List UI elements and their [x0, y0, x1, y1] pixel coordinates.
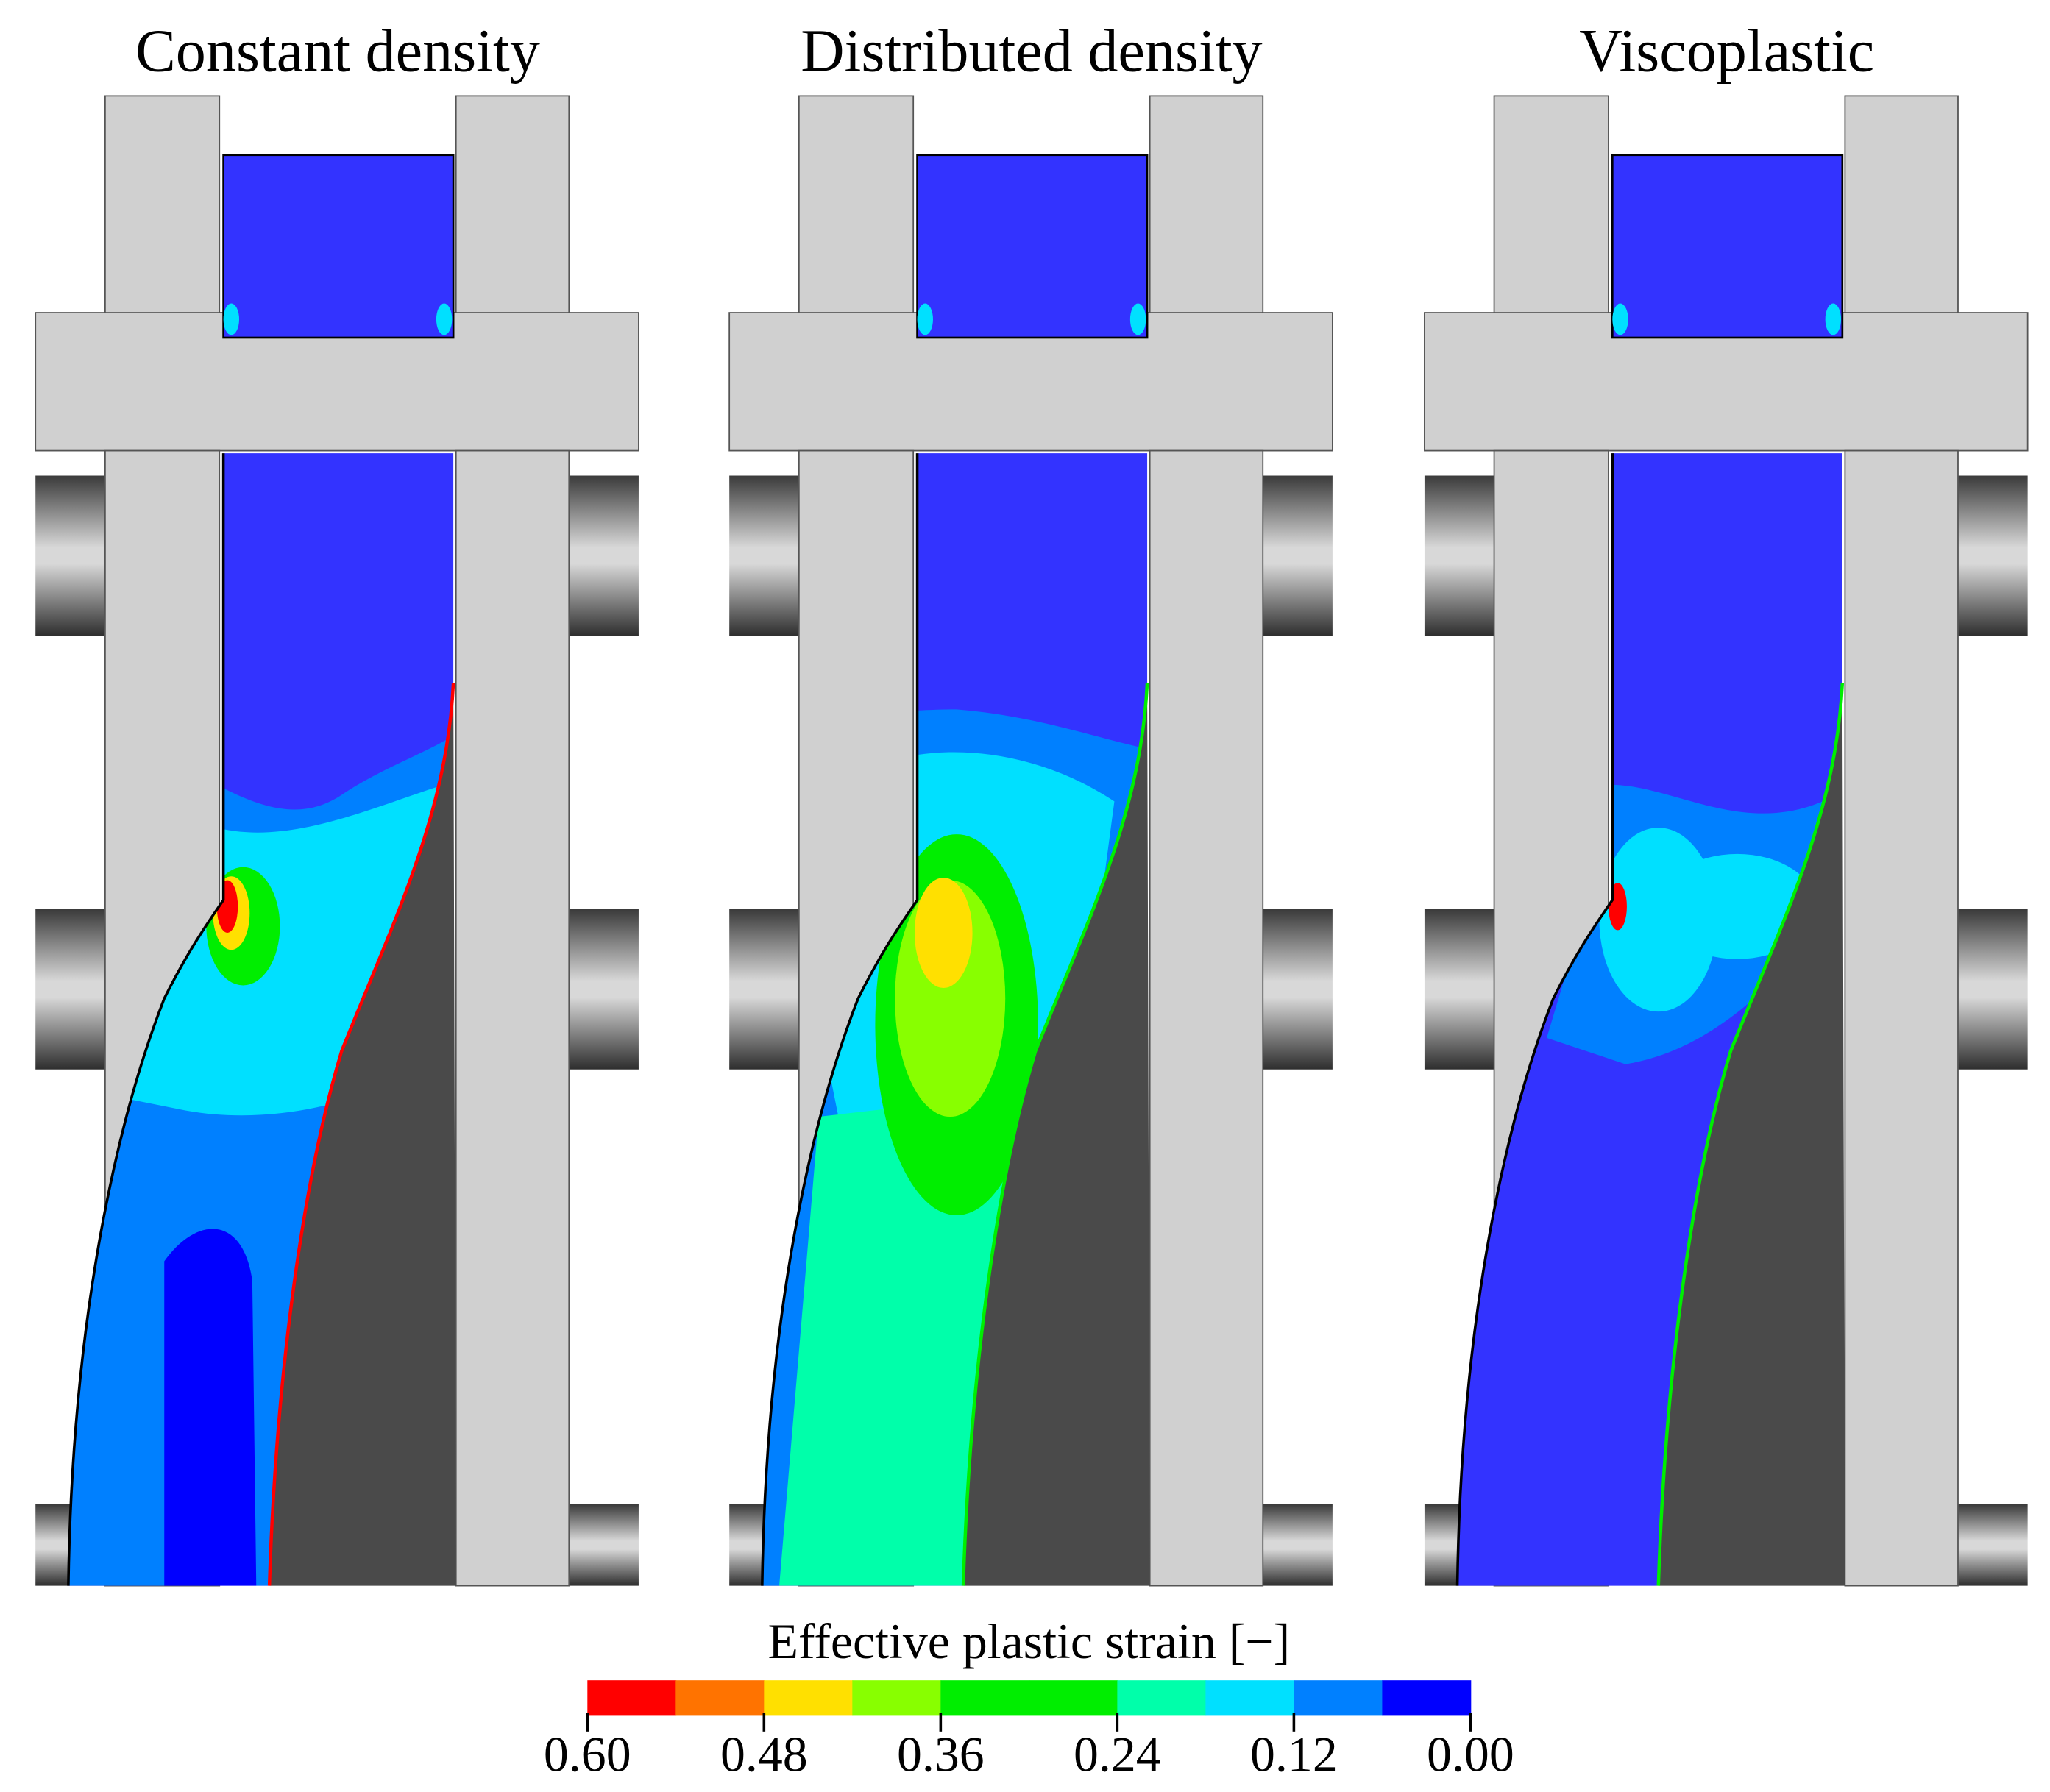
billet-top [1611, 154, 1844, 339]
colorbar-segment [940, 1680, 1030, 1716]
die-block [455, 449, 570, 1587]
die-block [1844, 449, 1959, 1587]
die-block [1149, 95, 1264, 338]
die-block [104, 95, 221, 338]
roller [1263, 1504, 1333, 1586]
panel-title: Distributed density [801, 17, 1262, 84]
deformed-zone [269, 683, 456, 1586]
roller [569, 909, 639, 1070]
deformed-zone [1658, 683, 1845, 1586]
colorbar-segment [675, 1680, 765, 1716]
panel: Distributed density [728, 17, 1333, 1587]
roller [1957, 475, 2028, 636]
panel-title: Constant density [135, 17, 540, 84]
die-block [1149, 449, 1264, 1587]
colorbar-tick-label: 0.48 [720, 1727, 808, 1782]
colorbar-segment [587, 1680, 677, 1716]
die-block [1844, 95, 1959, 338]
colorbar-segment [1382, 1680, 1472, 1716]
colorbar-segment [1294, 1680, 1383, 1716]
corner-strain [223, 303, 240, 335]
corner-strain [1129, 303, 1146, 335]
die-block [455, 95, 570, 338]
billet-edge [267, 683, 455, 1586]
panel: Viscoplastic [1424, 17, 2029, 1587]
roller [1424, 909, 1494, 1070]
corner-strain [1825, 303, 1842, 335]
colorbar-tick-label: 0.60 [544, 1727, 631, 1782]
roller [1957, 909, 2028, 1070]
contour-region [1658, 853, 1817, 959]
billet-edge [1656, 683, 1845, 1586]
colorbar-segment [764, 1680, 854, 1716]
roller [1957, 1504, 2028, 1586]
roller [1263, 475, 1333, 636]
roller [35, 475, 105, 636]
colorbar-tick-label: 0.24 [1074, 1727, 1161, 1782]
colorbar-segment [1029, 1680, 1118, 1716]
die-block [798, 95, 915, 338]
contour-region [914, 877, 973, 989]
colorbar-tick-label: 0.12 [1250, 1727, 1338, 1782]
corner-strain [917, 303, 933, 335]
billet-edge [1455, 453, 1614, 1586]
panel: Constant density [35, 17, 639, 1587]
roller [569, 1504, 639, 1586]
billet-edge [761, 453, 919, 1586]
roller [729, 475, 799, 636]
roller [35, 909, 105, 1070]
colorbar-segment [1205, 1680, 1295, 1716]
billet-top [222, 154, 455, 339]
colorbar-segment [1117, 1680, 1207, 1716]
roller [729, 909, 799, 1070]
billet-edge [67, 453, 225, 1586]
deformed-zone [963, 683, 1150, 1586]
contours [1547, 784, 1823, 1064]
legend-title: Effective plastic strain [−] [768, 1614, 1291, 1669]
roller [1424, 475, 1494, 636]
roller [1263, 909, 1333, 1070]
die-block [1493, 95, 1609, 338]
colorbar-tick-label: 0.00 [1427, 1727, 1514, 1782]
panel-title: Viscoplastic [1579, 17, 1874, 84]
corner-strain [436, 303, 453, 335]
contour-region [164, 1229, 257, 1586]
billet-top [916, 154, 1149, 339]
roller [569, 475, 639, 636]
billet-edge [961, 683, 1149, 1586]
colorbar-segment [852, 1680, 942, 1716]
corner-strain [1612, 303, 1628, 335]
colorbar-tick-label: 0.36 [897, 1727, 985, 1782]
